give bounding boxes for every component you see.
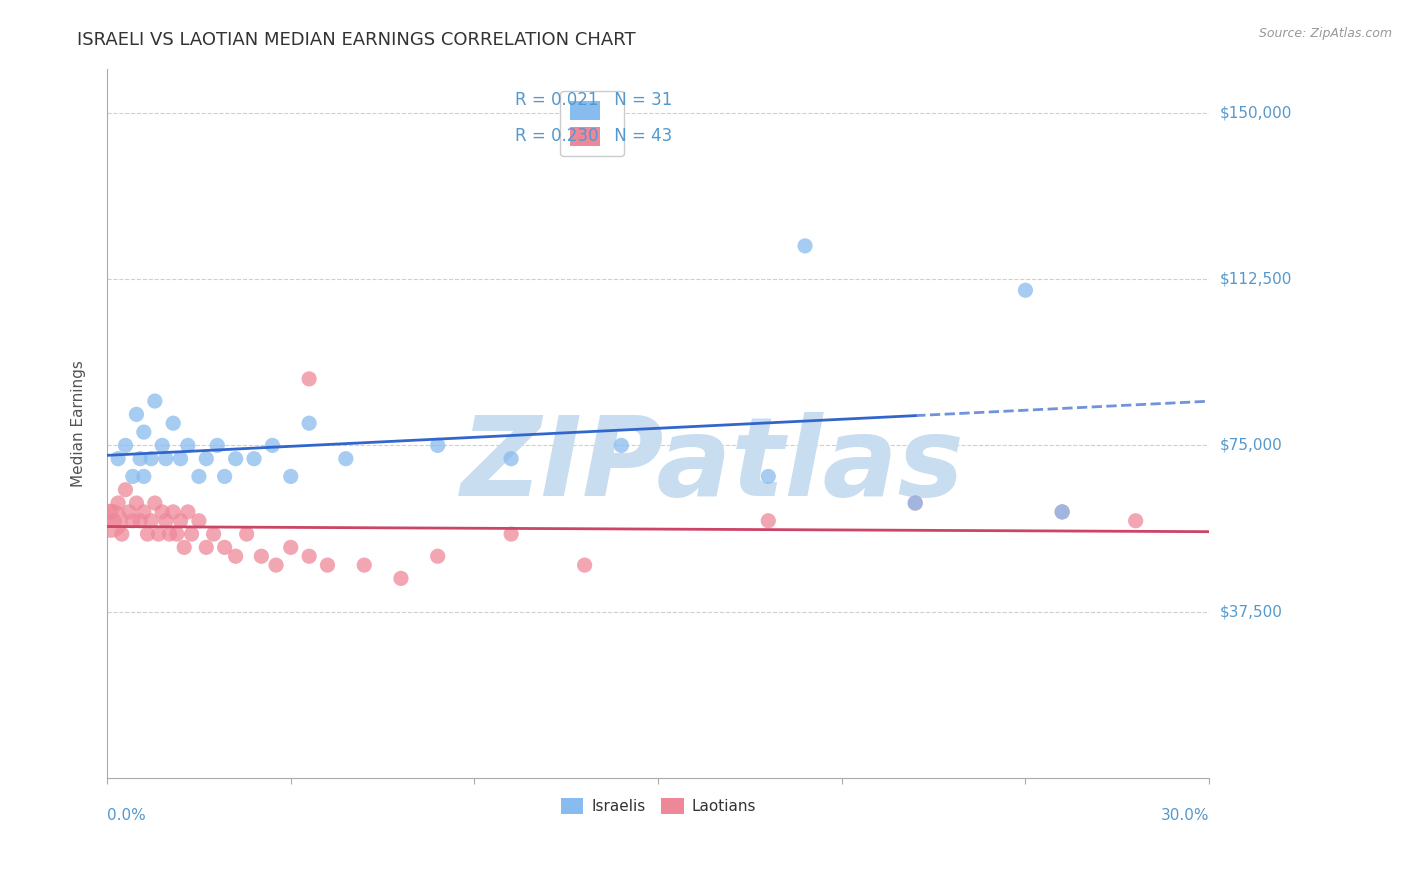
- Point: [107, 496, 129, 510]
- Point: [195, 451, 218, 466]
- Point: [243, 451, 266, 466]
- Point: [187, 514, 209, 528]
- Point: [195, 541, 218, 555]
- Text: $75,000: $75,000: [1220, 438, 1282, 453]
- Point: [121, 514, 143, 528]
- Text: Source: ZipAtlas.com: Source: ZipAtlas.com: [1258, 27, 1392, 40]
- Point: [225, 451, 247, 466]
- Point: [121, 469, 143, 483]
- Point: [132, 469, 155, 483]
- Point: [162, 416, 184, 430]
- Point: [794, 239, 817, 253]
- Point: [610, 438, 633, 452]
- Text: R = 0.021   N = 31: R = 0.021 N = 31: [515, 92, 672, 110]
- Point: [111, 527, 134, 541]
- Point: [173, 541, 195, 555]
- Point: [180, 527, 202, 541]
- Text: R = 0.230   N = 43: R = 0.230 N = 43: [515, 127, 672, 145]
- Point: [132, 505, 155, 519]
- Y-axis label: Median Earnings: Median Earnings: [72, 359, 86, 487]
- Point: [298, 549, 321, 564]
- Point: [114, 438, 136, 452]
- Point: [335, 451, 357, 466]
- Point: [756, 469, 779, 483]
- Point: [100, 505, 122, 519]
- Point: [177, 438, 200, 452]
- Text: $112,500: $112,500: [1220, 272, 1292, 286]
- Point: [187, 469, 209, 483]
- Point: [904, 496, 927, 510]
- Text: ZIPatlas: ZIPatlas: [461, 412, 965, 519]
- Point: [1014, 283, 1036, 297]
- Point: [114, 483, 136, 497]
- Point: [574, 558, 596, 573]
- Point: [501, 527, 523, 541]
- Point: [280, 469, 302, 483]
- Point: [141, 451, 163, 466]
- Point: [132, 425, 155, 439]
- Point: [141, 514, 163, 528]
- Point: [501, 451, 523, 466]
- Text: 0.0%: 0.0%: [107, 808, 146, 823]
- Point: [214, 469, 236, 483]
- Point: [150, 505, 173, 519]
- Point: [143, 496, 166, 510]
- Point: [250, 549, 273, 564]
- Point: [353, 558, 375, 573]
- Point: [143, 394, 166, 409]
- Point: [107, 451, 129, 466]
- Point: [159, 527, 181, 541]
- Point: [316, 558, 339, 573]
- Point: [262, 438, 284, 452]
- Point: [298, 416, 321, 430]
- Point: [756, 514, 779, 528]
- Point: [118, 505, 141, 519]
- Text: $37,500: $37,500: [1220, 604, 1284, 619]
- Point: [214, 541, 236, 555]
- Point: [207, 438, 229, 452]
- Legend: Israelis, Laotians: Israelis, Laotians: [554, 792, 762, 820]
- Point: [155, 514, 177, 528]
- Point: [150, 438, 173, 452]
- Point: [235, 527, 257, 541]
- Point: [166, 527, 188, 541]
- Point: [225, 549, 247, 564]
- Point: [125, 408, 148, 422]
- Point: [904, 496, 927, 510]
- Text: ISRAELI VS LAOTIAN MEDIAN EARNINGS CORRELATION CHART: ISRAELI VS LAOTIAN MEDIAN EARNINGS CORRE…: [77, 31, 636, 49]
- Point: [202, 527, 225, 541]
- Point: [103, 514, 125, 528]
- Text: $150,000: $150,000: [1220, 105, 1292, 120]
- Point: [426, 549, 449, 564]
- Text: 30.0%: 30.0%: [1160, 808, 1209, 823]
- Point: [129, 514, 152, 528]
- Point: [100, 514, 122, 528]
- Point: [162, 505, 184, 519]
- Point: [148, 527, 170, 541]
- Point: [129, 451, 152, 466]
- Point: [426, 438, 449, 452]
- Point: [177, 505, 200, 519]
- Point: [169, 451, 191, 466]
- Point: [169, 514, 191, 528]
- Point: [155, 451, 177, 466]
- Point: [1125, 514, 1147, 528]
- Point: [264, 558, 287, 573]
- Point: [136, 527, 159, 541]
- Point: [298, 372, 321, 386]
- Point: [1050, 505, 1073, 519]
- Point: [280, 541, 302, 555]
- Point: [1050, 505, 1073, 519]
- Point: [389, 571, 412, 585]
- Point: [125, 496, 148, 510]
